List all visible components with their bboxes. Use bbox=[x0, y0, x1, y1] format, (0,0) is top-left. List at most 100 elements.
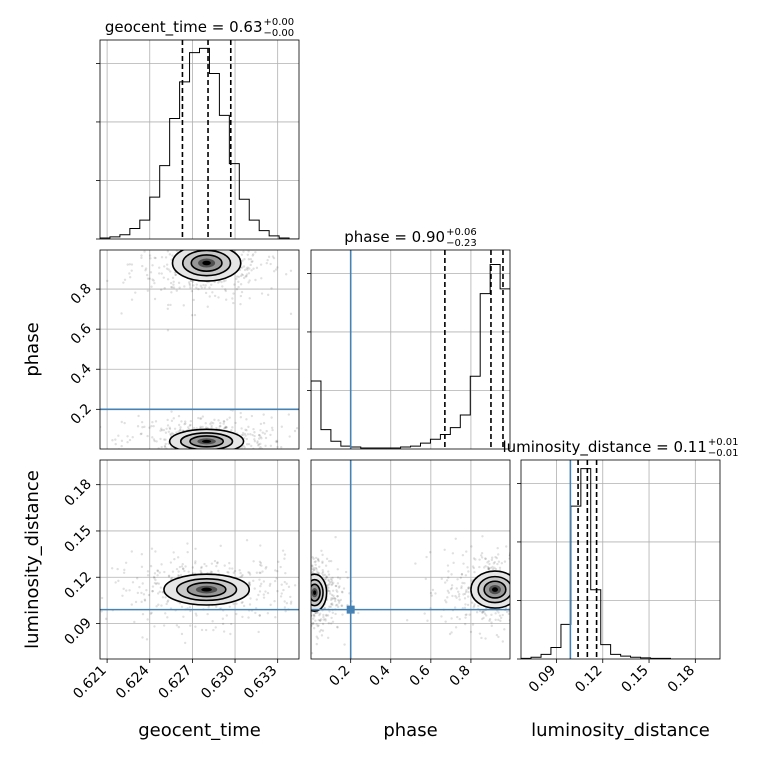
scatter-point bbox=[462, 593, 465, 596]
scatter-point bbox=[73, 618, 75, 620]
scatter-point bbox=[280, 592, 283, 595]
scatter-point bbox=[247, 258, 251, 261]
scatter-point bbox=[171, 570, 175, 573]
scatter-point bbox=[140, 600, 143, 604]
contour-line bbox=[311, 583, 321, 602]
scatter-point bbox=[316, 557, 320, 561]
scatter-point bbox=[201, 236, 203, 238]
scatter-point bbox=[137, 414, 140, 418]
scatter-point bbox=[143, 599, 147, 602]
scatter-point bbox=[204, 245, 206, 247]
scatter-point bbox=[183, 641, 187, 645]
scatter-point bbox=[260, 564, 263, 567]
scatter-point bbox=[262, 245, 264, 247]
scatter-point bbox=[140, 565, 144, 569]
scatter-point bbox=[336, 595, 339, 598]
scatter-point bbox=[211, 241, 213, 243]
scatter-point bbox=[149, 564, 153, 568]
scatter-point bbox=[185, 451, 187, 453]
scatter-point bbox=[204, 628, 208, 632]
scatter-point bbox=[444, 620, 447, 623]
scatter-point bbox=[243, 446, 246, 449]
scatter-point bbox=[178, 565, 182, 569]
scatter-point bbox=[177, 574, 181, 578]
scatter-point bbox=[527, 606, 529, 608]
scatter-point bbox=[136, 425, 140, 428]
scatter-point bbox=[223, 564, 226, 567]
scatter-point bbox=[300, 590, 302, 592]
scatter-point bbox=[258, 560, 262, 564]
scatter-point bbox=[331, 597, 334, 601]
scatter-point bbox=[153, 577, 156, 580]
scatter-point bbox=[234, 456, 236, 458]
scatter-point bbox=[524, 579, 526, 581]
scatter-point bbox=[274, 569, 277, 572]
scatter-point bbox=[305, 583, 307, 585]
scatter-point bbox=[283, 557, 286, 560]
scatter-point bbox=[305, 575, 307, 577]
scatter-point bbox=[543, 587, 545, 589]
scatter-point bbox=[357, 611, 360, 615]
scatter-point bbox=[332, 594, 335, 598]
scatter-point bbox=[262, 580, 266, 583]
scatter-point bbox=[294, 582, 296, 584]
scatter-point bbox=[303, 603, 305, 605]
scatter-point bbox=[319, 618, 323, 621]
scatter-point bbox=[163, 456, 165, 458]
scatter-point bbox=[300, 635, 302, 637]
scatter-point bbox=[173, 557, 176, 561]
scatter-point bbox=[330, 580, 333, 584]
scatter-point bbox=[140, 420, 144, 424]
scatter-point bbox=[530, 624, 532, 626]
scatter-point bbox=[123, 421, 126, 425]
scatter-point bbox=[335, 589, 338, 592]
scatter-point bbox=[487, 566, 491, 570]
scatter-point bbox=[232, 602, 235, 606]
scatter-point bbox=[253, 455, 255, 457]
scatter-point bbox=[290, 565, 292, 567]
scatter-point bbox=[233, 569, 237, 573]
scatter-point bbox=[238, 236, 240, 238]
scatter-point bbox=[259, 445, 262, 449]
scatter-point bbox=[530, 595, 532, 597]
scatter-point bbox=[243, 268, 247, 272]
scatter-point bbox=[121, 594, 124, 598]
scatter-point bbox=[247, 244, 249, 246]
scatter-point bbox=[240, 433, 243, 437]
scatter-point bbox=[515, 606, 517, 608]
scatter-point bbox=[510, 600, 512, 602]
scatter-point bbox=[150, 285, 153, 288]
x-tick-label: 0.12 bbox=[572, 663, 605, 696]
scatter-point bbox=[264, 455, 266, 457]
scatter-point bbox=[490, 624, 493, 628]
scatter-point bbox=[211, 291, 214, 294]
scatter-point bbox=[481, 611, 484, 614]
scatter-point bbox=[301, 598, 303, 600]
scatter-point bbox=[206, 305, 209, 308]
scatter-point bbox=[185, 242, 187, 244]
scatter-point bbox=[305, 581, 307, 583]
scatter-point bbox=[258, 563, 262, 567]
scatter-point bbox=[521, 589, 523, 591]
scatter-point bbox=[460, 585, 463, 588]
scatter-point bbox=[305, 560, 307, 562]
scatter-point bbox=[264, 444, 267, 448]
scatter-point bbox=[240, 266, 244, 269]
scatter-point bbox=[154, 453, 156, 455]
scatter-point bbox=[295, 604, 297, 606]
scatter-point bbox=[202, 457, 204, 459]
scatter-point bbox=[222, 420, 226, 423]
density-level bbox=[201, 587, 212, 592]
scatter-point bbox=[478, 632, 482, 635]
scatter-point bbox=[307, 573, 309, 575]
contour-line bbox=[189, 435, 225, 448]
contour-line bbox=[168, 428, 245, 449]
scatter-point bbox=[257, 437, 261, 440]
scatter-point bbox=[322, 618, 325, 621]
scatter-point bbox=[275, 440, 279, 444]
scatter-point bbox=[454, 626, 458, 629]
scatter-point bbox=[254, 607, 258, 610]
scatter-point bbox=[336, 590, 339, 594]
scatter-point bbox=[533, 591, 535, 593]
scatter-point bbox=[258, 571, 261, 574]
